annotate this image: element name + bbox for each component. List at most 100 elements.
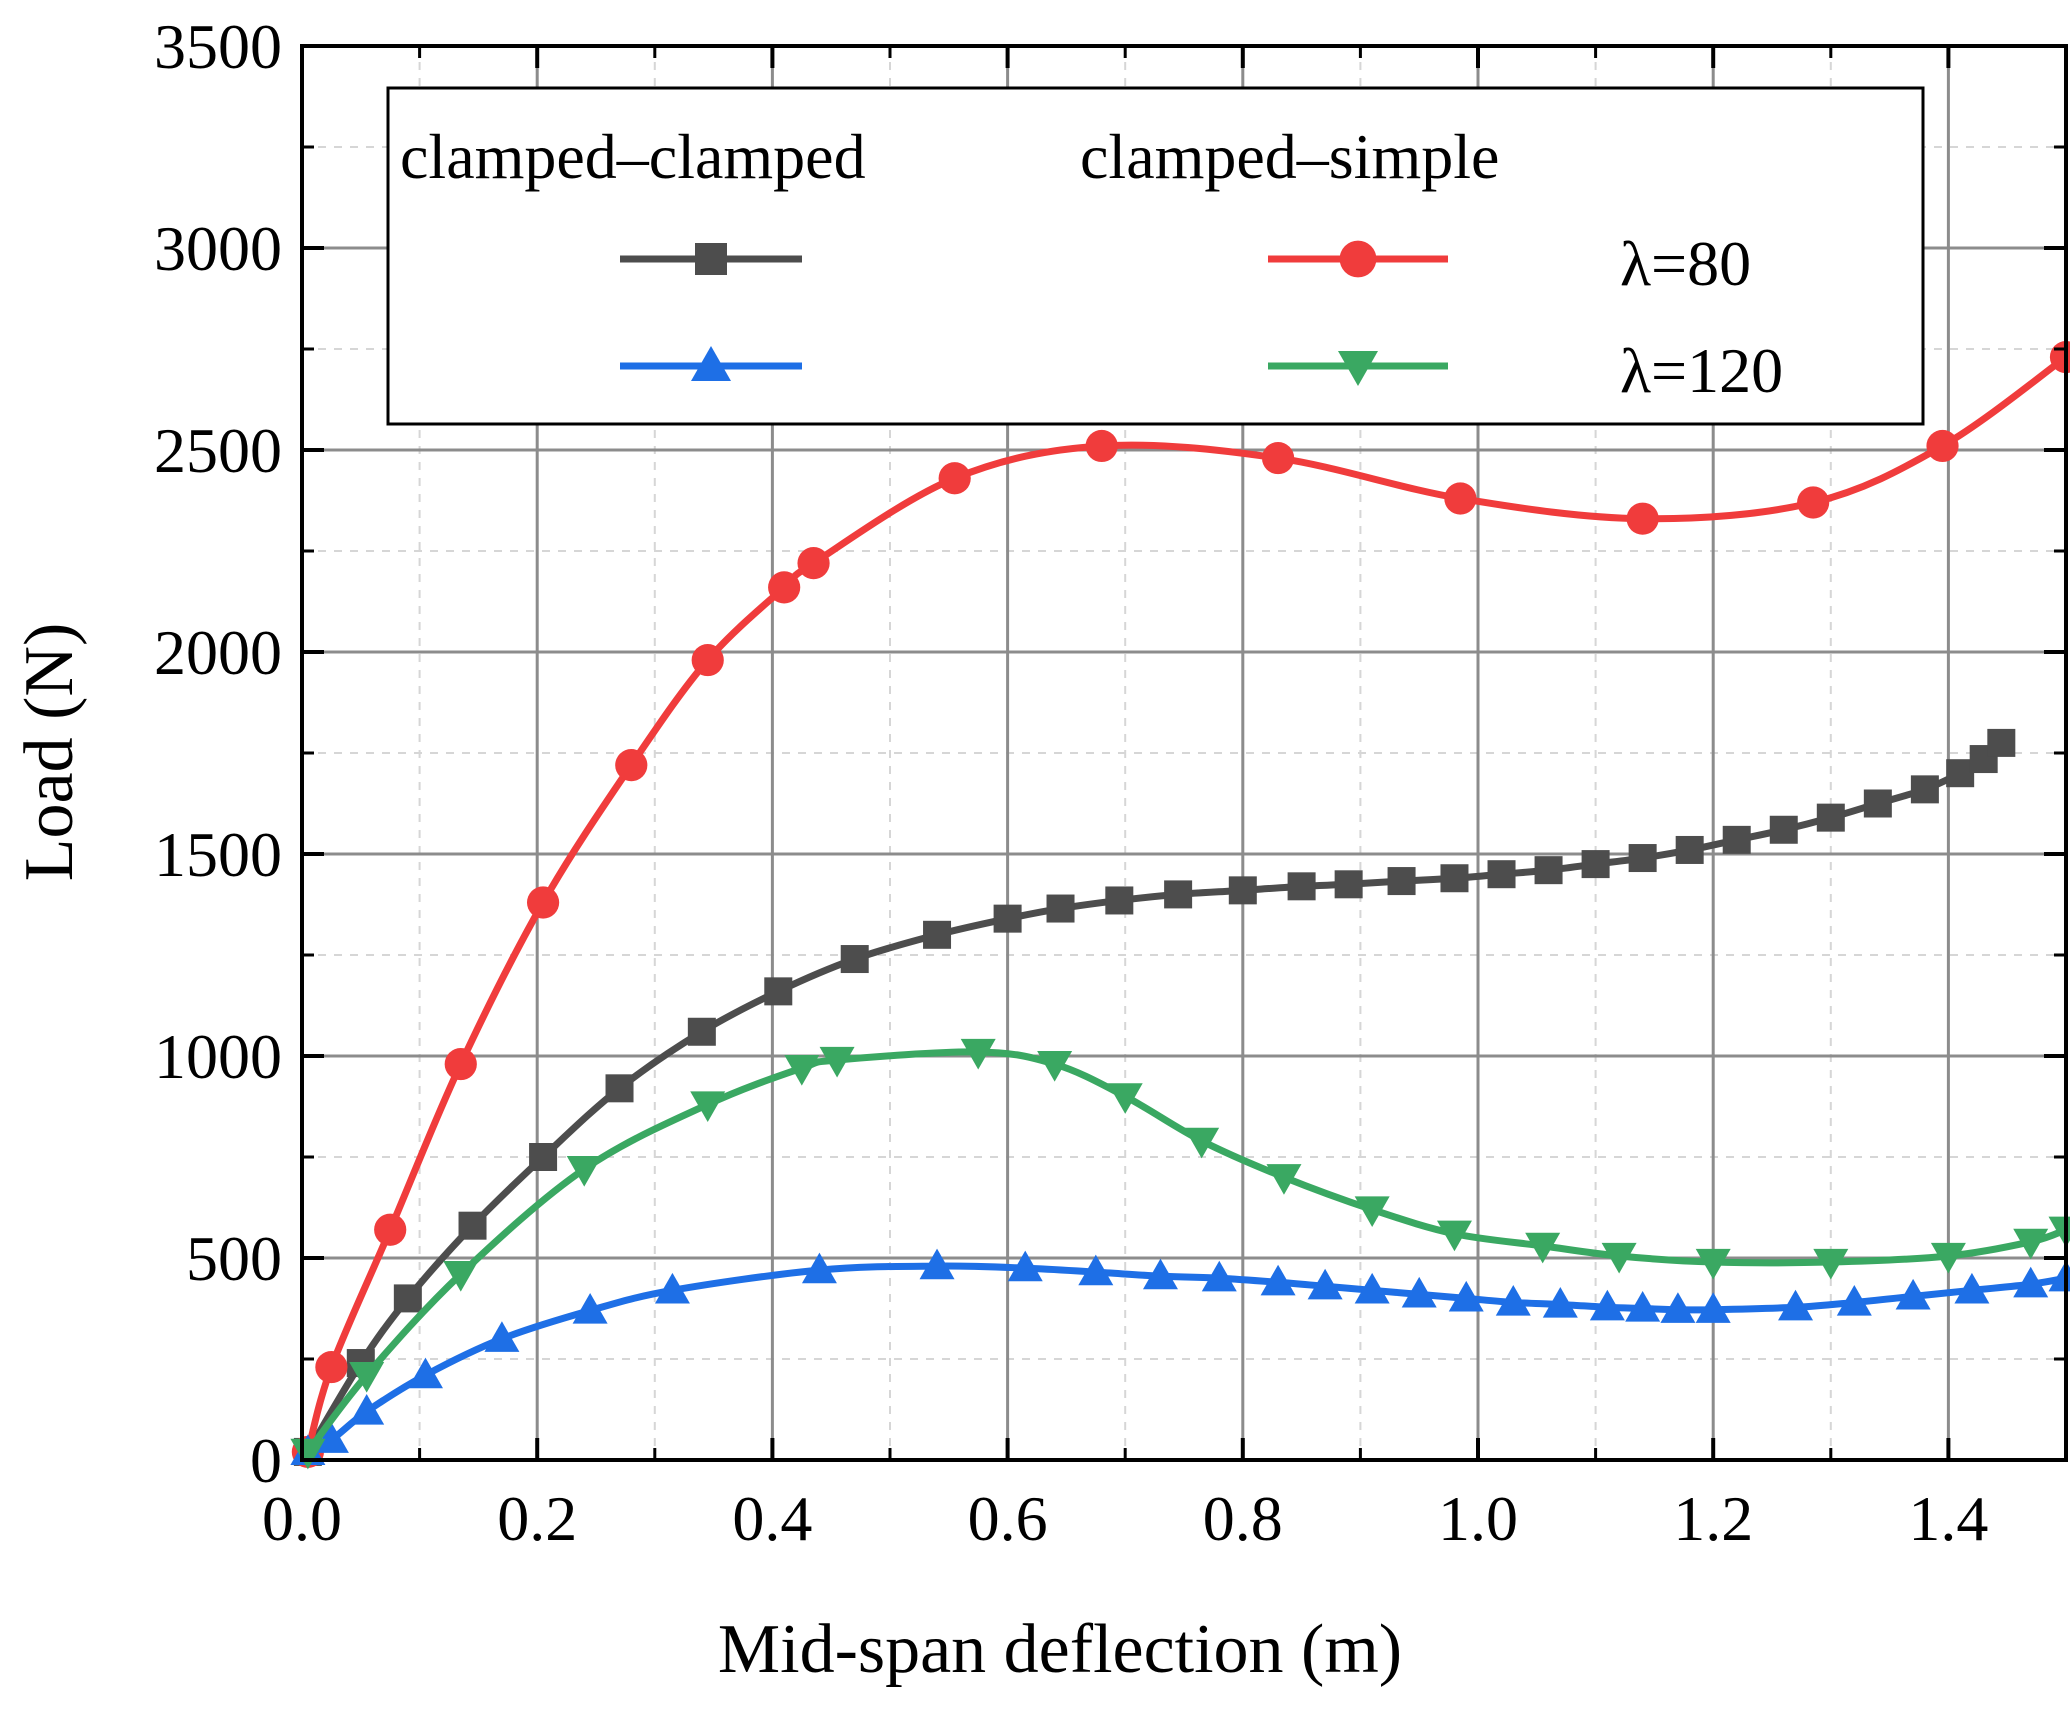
x-axis-label: Mid-span deflection (m): [718, 1611, 1402, 1688]
legend-sample-marker: [691, 346, 731, 381]
axis-ticks: [300, 44, 2066, 1462]
data-point: [1542, 1286, 1578, 1318]
data-point: [1581, 850, 1610, 879]
data-point: [1085, 429, 1118, 463]
data-point: [1589, 1289, 1625, 1321]
data-point: [1722, 825, 1751, 854]
data-point: [1436, 1220, 1472, 1252]
data-point: [526, 886, 560, 919]
series-square: [293, 728, 2016, 1466]
series-line: [304, 739, 2005, 1456]
data-point: [840, 945, 869, 974]
data-point: [1813, 1248, 1849, 1280]
data-point: [349, 1362, 385, 1393]
series-circle: [291, 340, 2070, 1469]
data-point: [444, 1047, 477, 1081]
data-point: [1534, 856, 1563, 885]
data-point: [819, 1046, 855, 1078]
data-point: [1007, 1250, 1043, 1282]
data-point: [1078, 1254, 1114, 1286]
x-tick-label: 0.0: [262, 1483, 342, 1554]
legend-header-clamped-simple: clamped–simple: [1080, 121, 1499, 192]
data-point: [687, 1017, 716, 1046]
data-point: [605, 1074, 634, 1103]
series-line: [304, 353, 2070, 1456]
data-point: [923, 920, 952, 949]
legend-sample-marker: [1339, 240, 1377, 278]
series-line: [304, 1048, 2070, 1456]
x-tick-label: 1.2: [1673, 1483, 1753, 1554]
data-point: [1164, 880, 1193, 909]
data-point: [1926, 429, 1959, 463]
data-point: [1626, 502, 1659, 535]
legend-sample-marker: [695, 243, 727, 275]
data-point: [1601, 1242, 1637, 1274]
legend-sample-triangle-down: [1268, 351, 1448, 386]
data-point: [1628, 844, 1657, 873]
data-point: [919, 1248, 955, 1280]
data-point: [458, 1211, 487, 1240]
data-point: [290, 1438, 326, 1470]
data-point: [1895, 1278, 1931, 1310]
data-point: [529, 1143, 558, 1171]
data-point: [1201, 1260, 1237, 1292]
data-point: [615, 749, 648, 782]
data-point: [1261, 441, 1295, 475]
data-point: [313, 1422, 349, 1453]
data-point: [1387, 867, 1416, 896]
data-point: [1695, 1248, 1731, 1280]
legend: clamped–clamped clamped–simple λ=80 λ=12…: [386, 86, 1925, 426]
y-tick-label: 1500: [154, 819, 282, 890]
data-point: [1401, 1276, 1437, 1308]
data-point: [1625, 1291, 1661, 1322]
data-point: [484, 1321, 520, 1352]
data-point: [315, 1350, 348, 1384]
legend-sample-triangle-up: [620, 346, 802, 381]
data-point: [1863, 789, 1892, 818]
legend-header-clamped-clamped: clamped–clamped: [400, 121, 866, 192]
data-point: [1946, 759, 1975, 788]
data-point: [801, 1252, 837, 1284]
data-point: [1184, 1127, 1220, 1159]
series-layer: [290, 340, 2070, 1470]
legend-samples: [620, 240, 1448, 386]
data-point: [1675, 835, 1704, 864]
x-tick-label: 1.0: [1438, 1483, 1518, 1554]
x-tick-label: 1.4: [1908, 1483, 1988, 1554]
x-tick-label: 0.8: [1203, 1483, 1283, 1554]
legend-label-lambda-80: λ=80: [1620, 228, 1751, 299]
data-point: [1797, 486, 1830, 519]
data-point: [349, 1394, 385, 1425]
data-point: [1142, 1258, 1178, 1290]
data-point: [1228, 876, 1257, 905]
y-axis-label: Load (N): [11, 623, 88, 882]
data-point: [1816, 803, 1845, 832]
data-point: [1525, 1232, 1561, 1264]
data-point: [1354, 1272, 1390, 1304]
y-tick-label: 2500: [154, 415, 282, 486]
data-point: [1836, 1284, 1872, 1316]
series-triangle-up: [290, 1248, 2070, 1466]
data-point: [572, 1293, 608, 1324]
data-point: [1778, 1289, 1814, 1321]
data-point: [1307, 1268, 1343, 1300]
data-point: [407, 1357, 443, 1389]
data-point: [1354, 1196, 1390, 1228]
data-point: [1260, 1264, 1296, 1296]
data-point: [1287, 872, 1316, 901]
data-point: [1440, 864, 1469, 893]
data-point: [443, 1261, 479, 1292]
data-point: [1444, 482, 1477, 515]
y-tick-label: 3500: [154, 11, 282, 82]
data-point: [691, 643, 724, 677]
data-point: [1695, 1292, 1731, 1323]
y-tick-label: 500: [186, 1223, 282, 1294]
data-point: [2013, 1266, 2049, 1298]
data-point: [690, 1091, 726, 1122]
y-tick-label: 1000: [154, 1021, 282, 1092]
data-point: [768, 571, 801, 604]
data-point: [393, 1284, 422, 1313]
data-point: [784, 1054, 820, 1086]
data-point: [1487, 860, 1516, 889]
data-point: [1495, 1284, 1531, 1316]
